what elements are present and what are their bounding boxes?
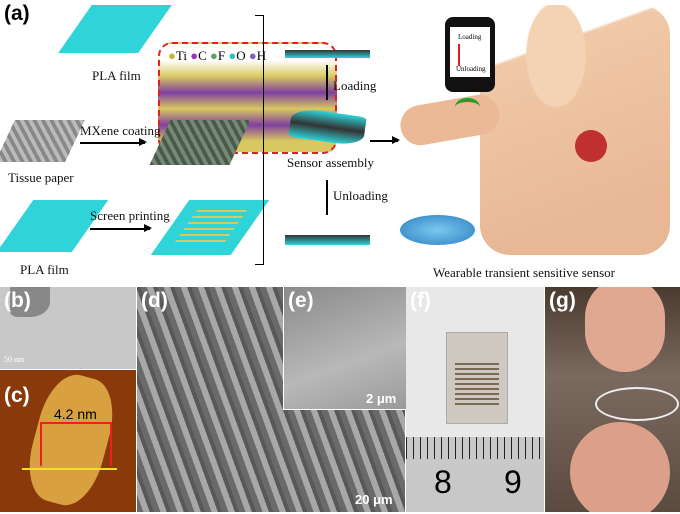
panel-b-tem: (b) 50 nm (0, 287, 136, 369)
pla-film-bottom-label: PLA film (20, 262, 69, 277)
height-label: 4.2 nm (54, 406, 97, 422)
loaded-sensor (285, 50, 370, 58)
panel-c-afm: (c) 4.2 nm (0, 370, 136, 512)
arrow-printing (90, 225, 152, 231)
legend-o: O (236, 48, 246, 63)
panel-f-photo: 8 9 (f) (406, 287, 544, 512)
panel-g-photo: (g) (545, 287, 680, 512)
panel-b-label: (b) (4, 289, 31, 312)
arrow-to-wearable (370, 137, 400, 143)
arrow-loading (326, 65, 328, 100)
phone-loading-label: Loading (458, 33, 482, 41)
finger-bottom (570, 422, 670, 512)
mxene-coating-label: MXene coating (80, 123, 161, 138)
ruler (406, 437, 544, 512)
panel-a-label: (a) (4, 2, 30, 25)
phone-unloading-label: Unloading (456, 65, 486, 73)
panel-c-label: (c) (4, 384, 30, 407)
loading-label: Loading (333, 78, 377, 93)
height-profile (40, 422, 112, 466)
printed-sensor-photo (446, 332, 508, 424)
sensor-assembly-label: Sensor assembly (287, 155, 375, 170)
tissue-paper-label: Tissue paper (8, 170, 74, 185)
bracket (255, 15, 264, 265)
arrow-coating (80, 139, 147, 145)
screen-printing-label: Screen printing (90, 208, 170, 223)
legend-f: F (217, 48, 226, 63)
legend-h: H (256, 48, 267, 63)
ruler-8: 8 (434, 464, 452, 500)
ruler-9: 9 (504, 464, 522, 500)
arrow-unloading (326, 180, 328, 215)
panel-f-label: (f) (410, 289, 431, 312)
panel-g-label: (g) (549, 289, 576, 312)
pla-film-top (58, 5, 172, 53)
transparent-sensor (595, 387, 679, 421)
panel-b-scale: 50 nm (4, 355, 25, 364)
panel-e-label: (e) (288, 289, 314, 312)
wifi-icon (455, 98, 480, 116)
phone: Loading Unloading (445, 17, 495, 92)
tissue-paper (0, 120, 85, 162)
pla-film-top-label: PLA film (92, 68, 141, 83)
atom-legend: ●Ti ●C ●F ●O ●H (168, 48, 267, 63)
heart-icon (575, 130, 607, 162)
legend-ti: Ti (175, 48, 187, 63)
panel-d-label: (d) (141, 289, 168, 312)
human-body-illustration (480, 5, 670, 255)
legend-c: C (198, 48, 207, 63)
petri-dish (400, 215, 475, 245)
panel-d-scale: 20 μm (355, 492, 393, 507)
wearable-caption: Wearable transient sensitive sensor (433, 265, 615, 280)
profile-line (22, 468, 117, 470)
panel-e-scale: 2 μm (366, 391, 397, 406)
finger-top (585, 287, 665, 372)
unloaded-sensor (285, 235, 370, 245)
unloading-label: Unloading (333, 188, 388, 203)
panel-e-sem: (e) 2 μm (283, 287, 406, 410)
